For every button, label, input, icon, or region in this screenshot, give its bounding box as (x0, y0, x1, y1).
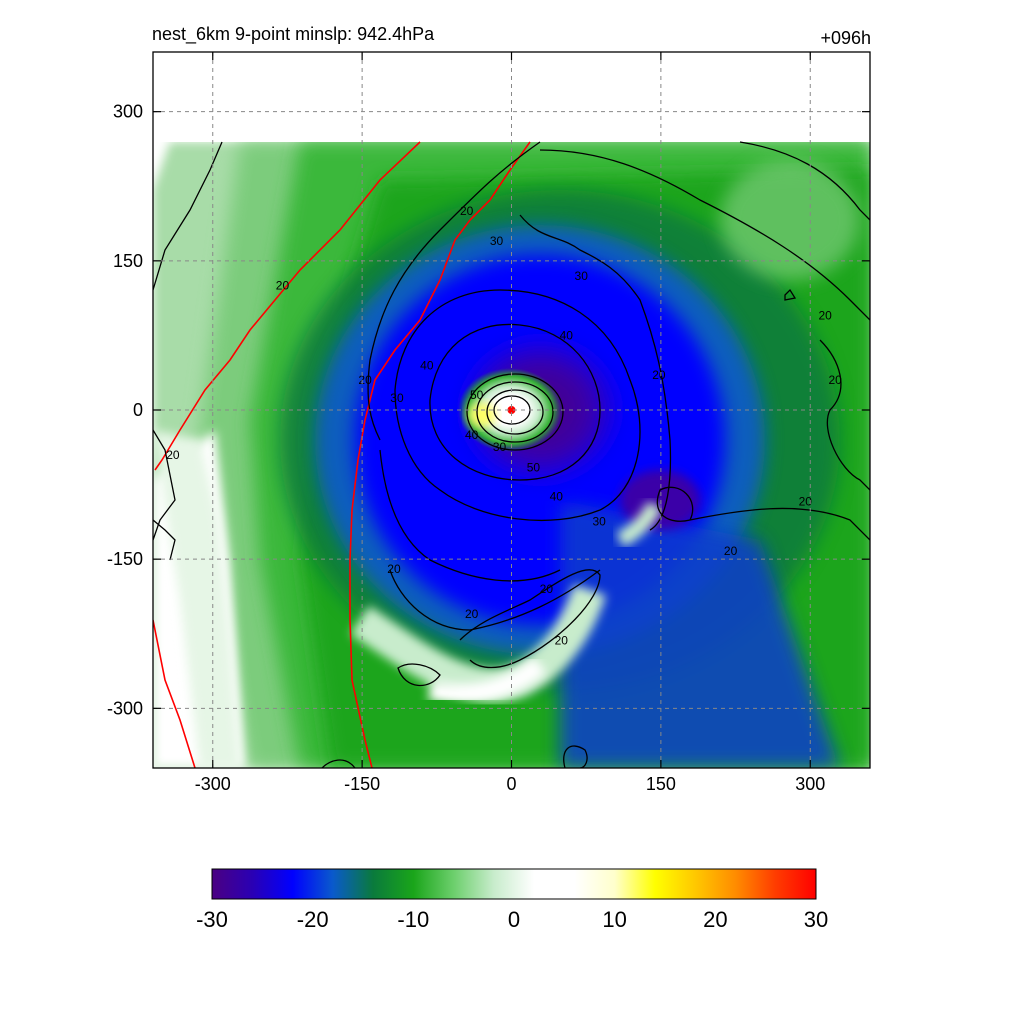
contour-labels: 20 30 30 20 40 20 20 40 20 20 50 30 40 30 20 50 40 20 30 20… (166, 204, 842, 648)
contour-label-20: 20 (387, 562, 401, 576)
colorbar-tick-label-2: -10 (397, 907, 429, 932)
contour-label-5: 20 (819, 309, 833, 323)
colorbar-tick-label-0: -30 (196, 907, 228, 932)
y-tick-label-4: 300 (113, 102, 143, 122)
contour-label-0: 20 (460, 204, 474, 218)
x-tick-label-2: 0 (506, 774, 516, 794)
colorbar-gradient (211, 868, 817, 900)
contour-label-7: 40 (420, 358, 434, 372)
chart-title: nest_6km 9-point minslp: 942.4hPa (152, 24, 435, 45)
y-tick-label-2: 0 (133, 400, 143, 420)
colorbar-tick-label-6: 30 (804, 907, 828, 932)
contour-label-17: 20 (799, 494, 813, 508)
contour-label-2: 30 (575, 269, 589, 283)
colorbar-tick-label-4: 10 (602, 907, 626, 932)
contour-label-10: 50 (470, 388, 484, 402)
colorbar-tick-label-3: 0 (508, 907, 520, 932)
contour-label-21: 20 (540, 582, 554, 596)
x-tick-label-1: -150 (344, 774, 380, 794)
contour-label-3: 20 (276, 279, 290, 293)
colorbar: -30 -20 -10 0 10 20 30 (196, 868, 828, 932)
colorbar-ticks: -30 -20 -10 0 10 20 30 (196, 907, 828, 932)
x-axis: -300 -150 0 150 300 (195, 52, 825, 794)
x-tick-label-0: -300 (195, 774, 231, 794)
contour-label-12: 40 (465, 428, 479, 442)
contour-label-23: 20 (555, 634, 569, 648)
forecast-hour: +096h (820, 28, 871, 48)
contour-label-19: 20 (724, 544, 738, 558)
x-tick-label-4: 300 (795, 774, 825, 794)
contour-label-1: 30 (490, 234, 504, 248)
x-tick-label-3: 150 (646, 774, 676, 794)
y-tick-label-1: -150 (107, 549, 143, 569)
contour-label-18: 30 (592, 514, 606, 528)
contour-label-22: 20 (465, 607, 479, 621)
y-tick-label-3: 150 (113, 251, 143, 271)
contour-label-4: 40 (560, 328, 574, 342)
contour-label-13: 30 (493, 440, 507, 454)
contour-label-8: 20 (358, 373, 372, 387)
y-tick-label-0: -300 (107, 698, 143, 718)
contour-label-6: 20 (652, 368, 666, 382)
storm-center-marker (507, 406, 516, 414)
contour-label-14: 20 (166, 448, 180, 462)
colorbar-tick-label-1: -20 (297, 907, 329, 932)
contour-label-11: 30 (390, 391, 404, 405)
contour-label-15: 50 (527, 461, 541, 475)
contour-label-9: 20 (828, 373, 842, 387)
y-axis: -300 -150 0 150 300 (107, 102, 870, 718)
contour-label-16: 40 (550, 490, 564, 504)
wind-field-heatmap: 20 30 30 20 40 20 20 40 20 20 50 30 40 30 20 50 40 20 30 20… (153, 52, 870, 768)
colorbar-tick-label-5: 20 (703, 907, 727, 932)
